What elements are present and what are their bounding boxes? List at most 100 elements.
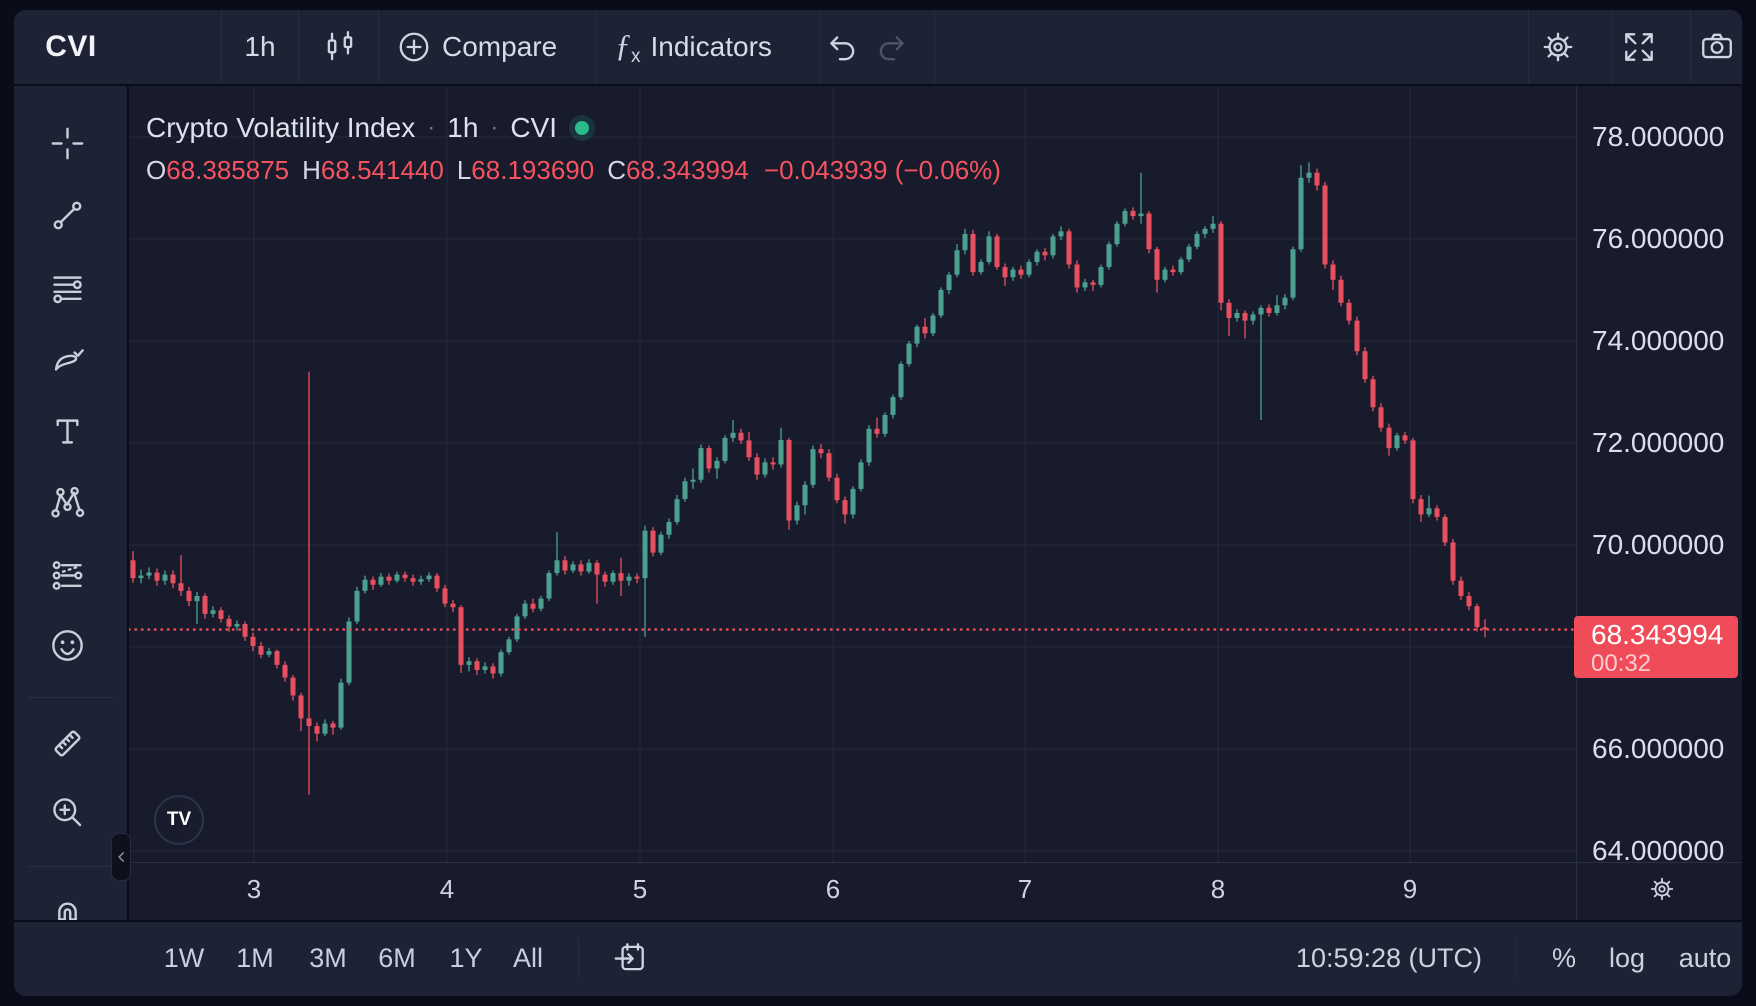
legend-separator: · xyxy=(427,114,436,141)
log-scale-button[interactable]: log xyxy=(1608,942,1646,973)
toolbar-divider xyxy=(298,10,299,84)
crosshair-tool[interactable] xyxy=(47,123,87,163)
sidebar-divider xyxy=(28,697,113,698)
sun-gear-icon xyxy=(1644,871,1680,907)
bottombar-divider xyxy=(578,938,579,978)
text-tool[interactable] xyxy=(47,411,87,451)
camera-icon xyxy=(1699,29,1735,65)
bottombar-divider xyxy=(1515,938,1516,978)
range-button-3m[interactable]: 3M xyxy=(309,942,347,973)
compare-button[interactable]: Compare xyxy=(396,10,557,84)
toolbar-divider xyxy=(596,10,597,84)
go-to-date-button[interactable] xyxy=(612,940,648,976)
gear-icon xyxy=(1540,29,1576,65)
drawing-toolbar xyxy=(14,86,129,996)
auto-scale-button[interactable]: auto xyxy=(1678,942,1732,973)
sidebar-collapse-button[interactable] xyxy=(111,833,131,881)
ohlc-value: 68.193690 xyxy=(471,155,595,185)
toolbar-divider xyxy=(820,10,821,84)
range-button-all[interactable]: All xyxy=(512,942,543,973)
tradingview-app: CVI 1h Compare ƒx Indicators xyxy=(14,10,1742,996)
timeframe-button[interactable]: 1h xyxy=(244,31,276,62)
sidebar-divider xyxy=(28,866,113,867)
time-tick-label: 6 xyxy=(825,874,841,904)
candlestick-style-icon xyxy=(322,29,358,65)
change-value: −0.043939 (−0.06%) xyxy=(763,155,1001,185)
fullscreen-icon xyxy=(1621,29,1657,65)
time-tick-label: 4 xyxy=(439,874,455,904)
toolbar-divider xyxy=(1528,10,1529,84)
chart-canvas[interactable]: 78.000000 76.000000 74.000000 72.000000 70.0… xyxy=(129,86,1742,922)
time-tick-label: 5 xyxy=(632,874,648,904)
brush-tool[interactable] xyxy=(47,338,87,378)
time-tick-label: 3 xyxy=(246,874,262,904)
time-tick-label: 9 xyxy=(1402,874,1418,904)
price-tick-label: 76.000000 xyxy=(1592,223,1725,254)
compare-plus-icon xyxy=(396,29,432,65)
symbol-logo[interactable]: CVI xyxy=(45,30,97,63)
chevron-left-icon xyxy=(118,852,124,862)
magnet-tool[interactable] xyxy=(47,893,87,933)
fib-lines-tool[interactable] xyxy=(47,268,87,308)
zoom-in-tool[interactable] xyxy=(47,792,87,832)
measure-ruler-tool[interactable] xyxy=(47,723,87,763)
ohlc-value: 68.343994 xyxy=(625,155,749,185)
emoji-tool[interactable] xyxy=(47,625,87,665)
range-button-1y[interactable]: 1Y xyxy=(449,942,483,973)
time-tick-label: 7 xyxy=(1017,874,1033,904)
range-button-1m[interactable]: 1M xyxy=(236,942,274,973)
time-axis-border xyxy=(129,862,1742,863)
indicators-label: Indicators xyxy=(650,31,772,62)
market-status-dot[interactable] xyxy=(575,121,590,135)
legend-timeframe[interactable]: 1h xyxy=(447,112,479,143)
toolbar-divider xyxy=(934,10,935,84)
fullscreen-button[interactable] xyxy=(1619,10,1659,84)
toolbar-divider xyxy=(1611,10,1612,84)
ohlc-values: O 68.385875 H 68.541440 L 68.193690 C 68.343994… xyxy=(146,155,1001,186)
price-tick-label: 72.000000 xyxy=(1592,427,1725,458)
price-tick-label: 66.000000 xyxy=(1592,733,1725,764)
legend-title[interactable]: Crypto Volatility Index xyxy=(146,112,416,143)
ohlc-value: 68.541440 xyxy=(320,155,444,185)
time-tick-label: 8 xyxy=(1210,874,1226,904)
toolbar-divider xyxy=(378,10,379,84)
axis-settings-button[interactable] xyxy=(1644,871,1674,901)
chart-style-button[interactable] xyxy=(320,10,360,84)
forecast-tool[interactable] xyxy=(47,555,87,595)
ohlc-letter: L xyxy=(456,155,472,185)
price-tick-label: 78.000000 xyxy=(1592,121,1725,152)
ohlc-letter: H xyxy=(302,155,321,185)
compare-label: Compare xyxy=(442,31,558,62)
range-button-6m[interactable]: 6M xyxy=(378,942,416,973)
range-button-1w[interactable]: 1W xyxy=(163,942,205,973)
price-tick-label: 70.000000 xyxy=(1592,529,1725,560)
fx-indicators-icon: ƒx xyxy=(615,26,641,67)
undo-icon xyxy=(824,29,860,65)
ohlc-letter: O xyxy=(146,155,167,185)
candlestick-plot[interactable] xyxy=(129,86,1576,862)
xabcd-pattern-tool[interactable] xyxy=(47,482,87,522)
undo-button[interactable] xyxy=(822,10,862,84)
ohlc-value: 68.385875 xyxy=(166,155,290,185)
clock-display[interactable]: 10:59:28 (UTC) xyxy=(1295,942,1482,973)
bottom-toolbar: 1W 1M 3M 6M 1Y All 10:59:28 (UTC) % log auto xyxy=(14,920,1742,996)
toolbar-divider xyxy=(221,10,222,84)
price-axis-border xyxy=(1576,86,1577,922)
ohlc-letter: C xyxy=(607,155,626,185)
percent-scale-button[interactable]: % xyxy=(1551,942,1576,973)
chart-legend: Crypto Volatility Index · 1h · CVI O 68.3… xyxy=(146,110,1001,186)
top-toolbar: CVI 1h Compare ƒx Indicators xyxy=(14,10,1742,86)
bar-countdown: 00:32 xyxy=(1591,650,1652,677)
legend-symbol[interactable]: CVI xyxy=(510,112,558,143)
redo-icon xyxy=(874,29,910,65)
current-price-label: 68.343994 00:32 xyxy=(1574,616,1738,678)
redo-button[interactable] xyxy=(872,10,912,84)
trend-line-tool[interactable] xyxy=(47,195,87,235)
settings-button[interactable] xyxy=(1538,10,1578,84)
screenshot-button[interactable] xyxy=(1697,10,1737,84)
indicators-button[interactable]: ƒx Indicators xyxy=(615,10,772,84)
toolbar-divider xyxy=(1690,10,1691,84)
legend-separator: · xyxy=(490,114,499,141)
tradingview-logo[interactable]: TV xyxy=(154,795,204,845)
price-tick-label: 64.000000 xyxy=(1592,835,1725,866)
